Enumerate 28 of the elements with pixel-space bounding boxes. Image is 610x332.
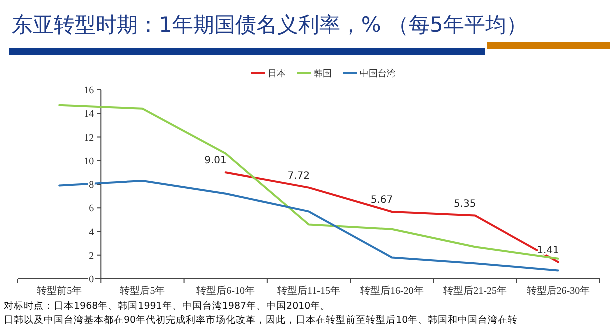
x-tick-label: 转型后21-25年	[444, 285, 507, 297]
x-tick-label: 转型前5年	[37, 285, 82, 297]
legend-label: 中国台湾	[360, 68, 396, 80]
y-tick-label: 6	[89, 204, 94, 215]
data-label: 7.72	[288, 170, 310, 182]
x-tick-label: 转型后5年	[120, 285, 166, 297]
y-tick-label: 10	[84, 156, 94, 168]
y-tick-label: 16	[84, 86, 94, 96]
legend-label: 韩国	[314, 68, 332, 80]
x-tick-label: 转型后16-20年	[360, 285, 424, 297]
text: 对标时点：日本1968年、韩国1991年、中国台湾1987年、中国2010年。	[4, 300, 331, 312]
data-label: 5.67	[370, 195, 394, 206]
line-series	[58, 104, 560, 260]
text: 日韩以及中国台湾基本都在90年代初完成利率市场化改革，因此，日本在转型前至转型后10年、韩国和中国台湾在转	[4, 314, 518, 326]
data-label: 5.35	[454, 198, 476, 210]
x-tick-label: 转型后6-10年	[196, 285, 256, 297]
x-tick-label: 转型后26-30年	[526, 285, 590, 297]
line-series	[58, 180, 560, 272]
y-tick-label: 12	[84, 132, 94, 144]
data-label: 9.01	[204, 156, 227, 167]
chart-title: 东亚转型时期：1年期国债名义利率，% （每5年平均）	[12, 13, 528, 37]
y-tick-label: 4	[89, 227, 94, 238]
legend-label: 日本	[268, 68, 286, 80]
data-label: 1.41	[537, 245, 560, 256]
y-tick-label: 14	[84, 109, 94, 120]
line-series	[224, 172, 560, 264]
y-tick-label: 2	[89, 250, 94, 262]
x-tick-label: 转型后11-15年	[278, 285, 340, 297]
